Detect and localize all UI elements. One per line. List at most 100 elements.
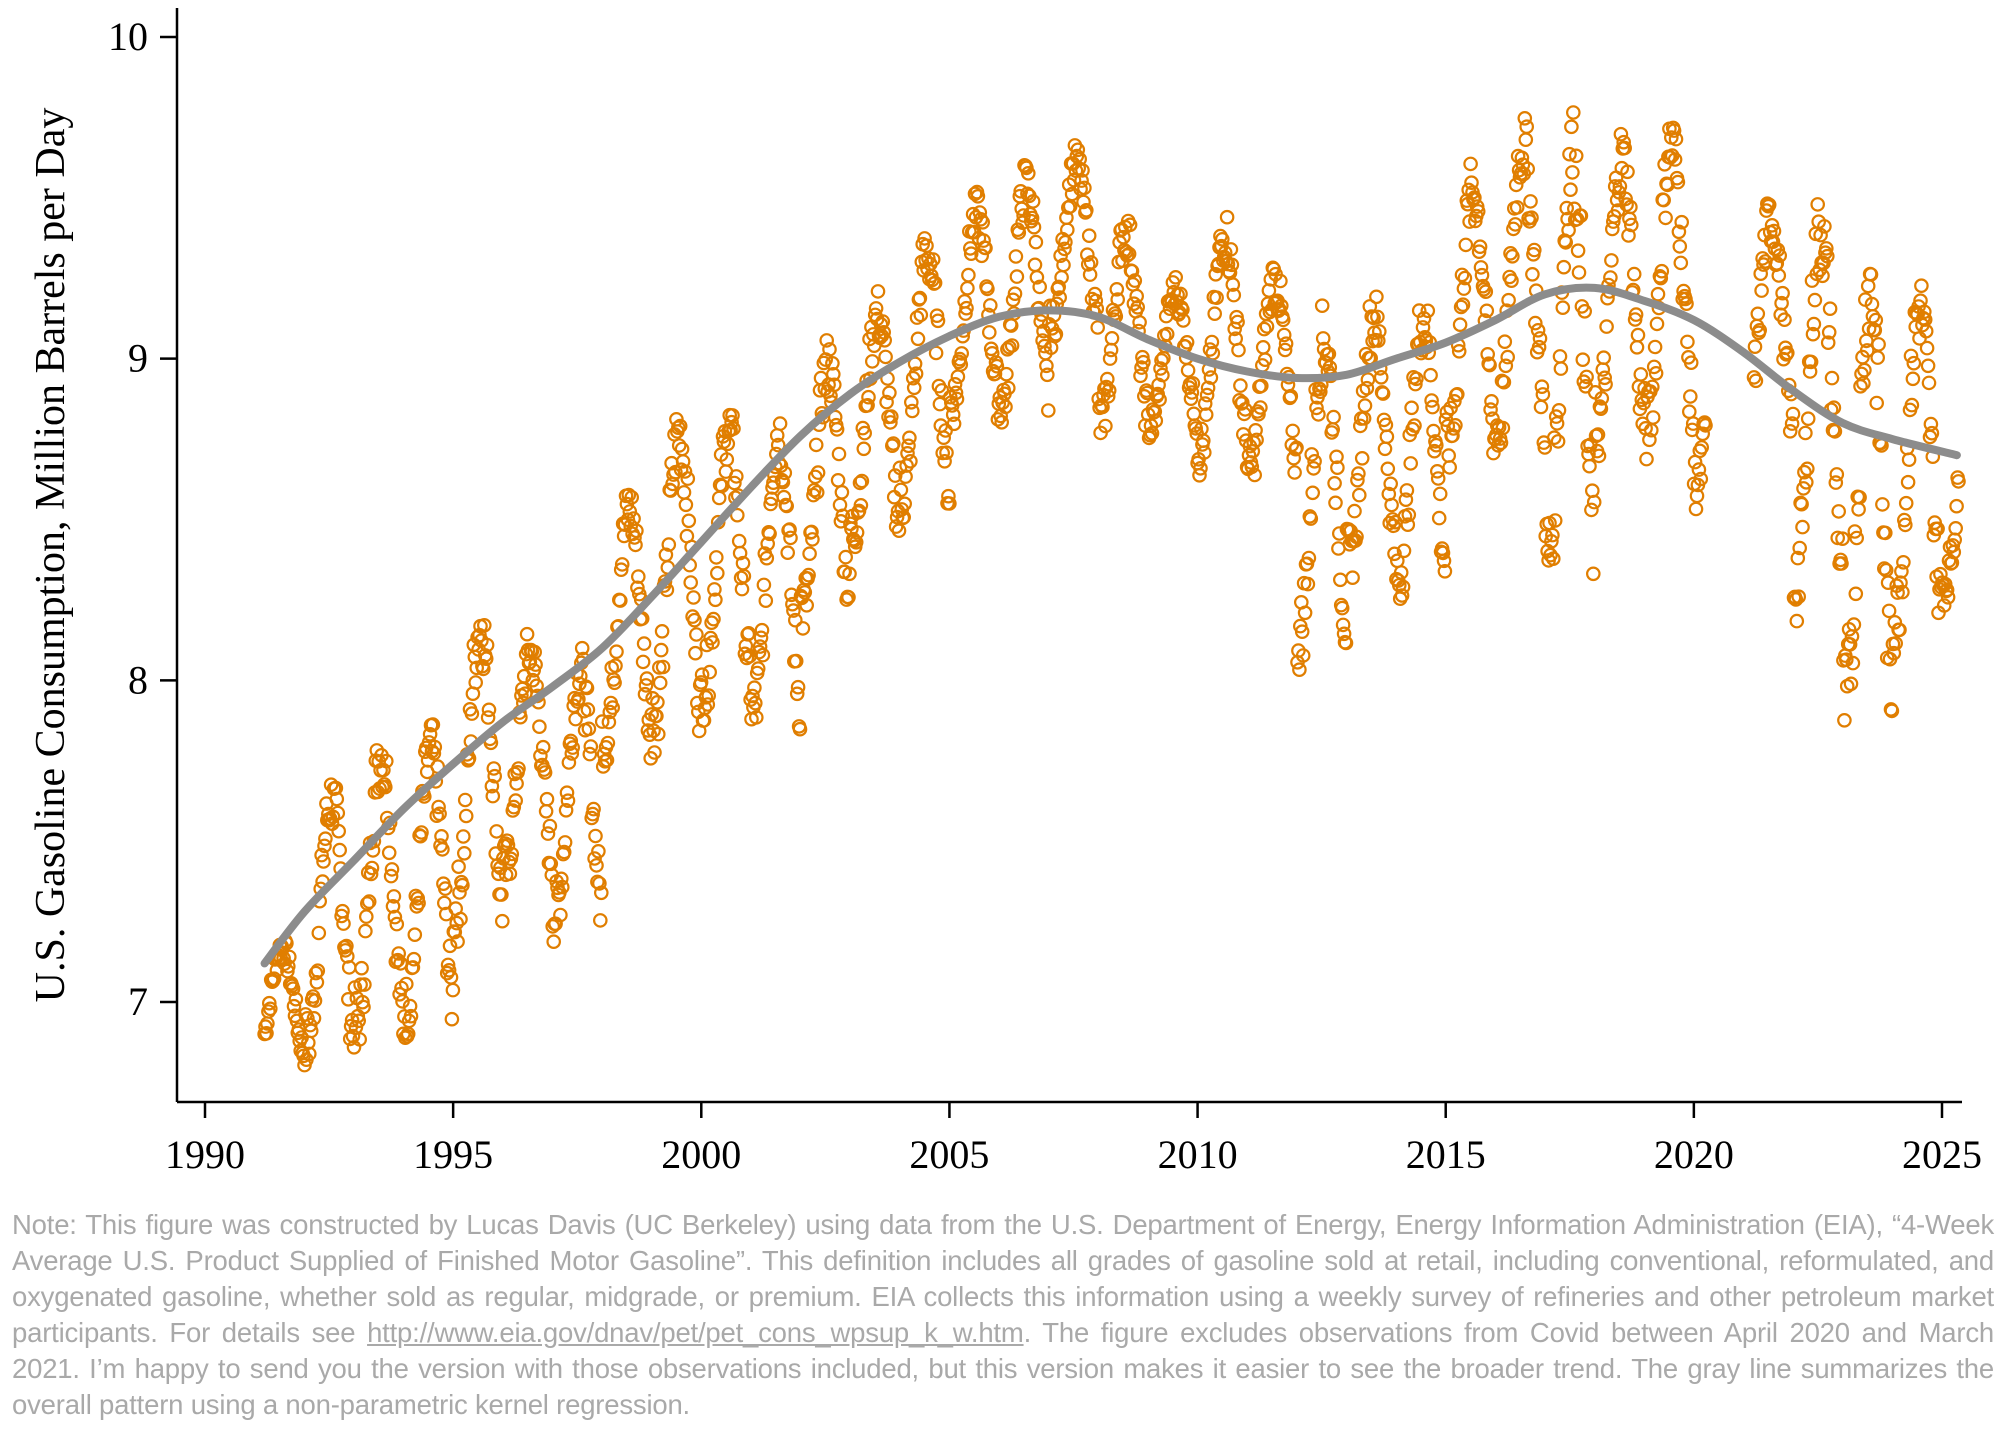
data-point	[1688, 501, 1704, 517]
data-point	[609, 644, 624, 659]
data-point	[384, 862, 400, 877]
data-point	[1029, 269, 1045, 285]
data-point	[1203, 370, 1219, 385]
data-point	[879, 394, 894, 410]
data-point	[750, 661, 766, 676]
data-point	[1398, 492, 1414, 507]
data-point	[1420, 303, 1436, 319]
data-point	[941, 488, 956, 504]
data-point	[1255, 339, 1271, 355]
data-point	[1792, 540, 1807, 556]
data-point	[1257, 352, 1273, 367]
eia-source-link[interactable]: http://www.eia.gov/dnav/pet/pet_cons_wps…	[367, 1317, 1024, 1348]
data-point	[605, 700, 620, 715]
data-point	[1463, 156, 1478, 172]
data-point	[1098, 418, 1113, 434]
data-point	[1349, 529, 1364, 545]
data-point	[1186, 406, 1202, 422]
data-point	[535, 739, 551, 755]
data-point	[560, 793, 576, 808]
data-point	[1202, 342, 1218, 357]
data-point	[702, 664, 717, 680]
data-point	[982, 298, 998, 313]
data-point	[766, 475, 781, 490]
data-point	[528, 657, 543, 672]
data-point	[1568, 148, 1584, 164]
data-point	[1612, 179, 1628, 194]
data-point	[1843, 676, 1859, 692]
data-point	[1852, 490, 1867, 505]
data-point	[532, 719, 547, 734]
data-point	[1416, 311, 1432, 326]
data-point	[1849, 530, 1864, 546]
data-point	[650, 694, 665, 710]
data-point	[1102, 351, 1118, 366]
data-point	[356, 999, 371, 1015]
data-point	[1104, 330, 1120, 346]
data-point	[799, 597, 814, 613]
data-point	[449, 915, 464, 931]
data-point	[747, 695, 763, 711]
data-point	[759, 550, 775, 566]
data-point	[540, 826, 556, 841]
data-point	[479, 637, 495, 653]
data-point	[1439, 404, 1455, 420]
data-point	[1037, 338, 1052, 354]
data-point	[1474, 267, 1490, 283]
data-point	[1646, 359, 1662, 375]
data-point	[1598, 376, 1613, 392]
data-point	[1224, 257, 1240, 273]
data-point	[1295, 648, 1311, 663]
data-point	[1215, 232, 1230, 247]
data-point	[519, 626, 535, 642]
data-point	[1842, 637, 1858, 652]
data-point	[978, 240, 993, 256]
data-point	[834, 484, 850, 500]
data-point	[589, 858, 604, 873]
data-point	[1226, 287, 1242, 303]
data-point	[1810, 197, 1825, 212]
data-point	[308, 965, 324, 981]
data-point	[954, 346, 969, 361]
data-point	[1901, 452, 1917, 467]
data-point	[1766, 223, 1782, 239]
data-point	[403, 1008, 419, 1024]
data-point	[1788, 592, 1804, 607]
data-point	[1871, 337, 1886, 352]
data-point	[1551, 402, 1567, 418]
data-point	[663, 483, 678, 498]
data-point	[810, 465, 826, 480]
data-point	[1613, 126, 1629, 142]
data-point	[981, 325, 997, 340]
data-point	[706, 611, 721, 627]
data-point	[408, 888, 424, 904]
data-point	[1569, 211, 1585, 227]
data-point	[1544, 533, 1559, 549]
data-point	[478, 651, 494, 666]
data-point	[1798, 425, 1813, 441]
data-point	[426, 746, 442, 761]
data-point	[1455, 297, 1471, 312]
data-point	[842, 566, 857, 582]
data-point	[1200, 380, 1216, 396]
y-tick-label: 7	[128, 979, 148, 1024]
data-point	[1007, 286, 1023, 301]
data-point	[627, 530, 642, 545]
data-point	[1667, 152, 1683, 167]
data-point	[533, 748, 548, 764]
data-point	[1192, 467, 1207, 483]
data-point	[1223, 242, 1239, 257]
data-point	[1313, 384, 1328, 399]
data-point	[1447, 393, 1462, 409]
data-point	[331, 823, 346, 839]
data-point	[411, 895, 426, 911]
data-point	[286, 998, 302, 1014]
data-point	[487, 768, 502, 784]
data-point	[276, 950, 291, 966]
data-point	[1689, 488, 1705, 504]
data-point	[582, 746, 598, 762]
data-point	[1556, 259, 1572, 275]
data-point	[1197, 396, 1213, 411]
data-point	[787, 612, 803, 628]
data-point	[1032, 279, 1047, 295]
